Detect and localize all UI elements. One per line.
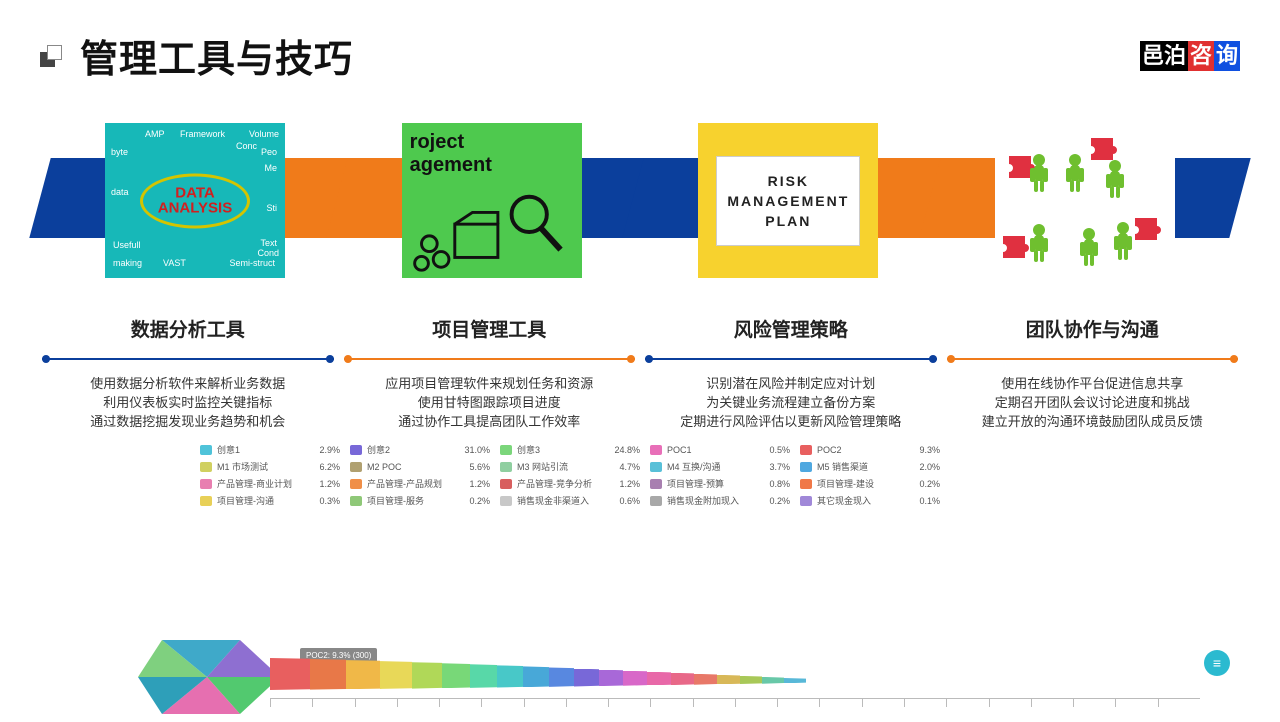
divider-icon [344,352,636,366]
legend-item: M4 互换/沟通3.7% [650,460,800,473]
funnel-seg [694,674,717,685]
funnel-seg [549,667,574,686]
column-title: 风险管理策略 [645,315,937,342]
funnel-seg [412,662,442,688]
funnel-seg [717,675,740,685]
card-1: rojectagement [367,123,617,283]
funnel-seg [346,660,380,689]
column-body: 应用项目管理软件来规划任务和资源使用甘特图跟踪项目进度通过协作工具提高团队工作效… [344,374,636,431]
funnel-seg [671,673,694,685]
legend-item: 项目管理-预算0.8% [650,477,800,490]
logo-part-1: 邑泊 [1140,41,1188,71]
funnel-seg [784,678,806,683]
funnel-seg [623,671,647,686]
funnel-seg [470,664,497,688]
legend-item: 创意324.8% [500,443,650,456]
legend-item: 项目管理-建设0.2% [800,477,950,490]
legend-item: 创意12.9% [200,443,350,456]
card-3 [960,123,1210,283]
column-0: 数据分析工具使用数据分析软件来解析业务数据利用仪表板实时监控关键指标通过数据挖掘… [42,315,334,431]
legend-item: M5 销售渠道2.0% [800,460,950,473]
header: 管理工具与技巧 邑泊 咨 询 [0,0,1280,83]
divider-icon [42,352,334,366]
title-bullet-icon [40,45,62,67]
column-body: 识别潜在风险并制定应对计划为关键业务流程建立备份方案定期进行风险评估以更新风险管… [645,374,937,431]
card-thumb-2: RISKMANAGEMENTPLAN [698,123,878,278]
legend-item: 产品管理-商业计划1.2% [200,477,350,490]
funnel-seg [270,658,310,690]
column-title: 项目管理工具 [344,315,636,342]
legend-item: M2 POC5.6% [350,460,500,473]
legend-item: 销售现金非渠道入0.6% [500,494,650,507]
legend-item: POC29.3% [800,443,950,456]
legend-item: 项目管理-沟通0.3% [200,494,350,507]
funnel-seg [740,676,762,684]
legend-item: M3 网站引流4.7% [500,460,650,473]
legend-item: 创意231.0% [350,443,500,456]
card-0: DATAANALYSISAMPFrameworkVolumebytedataVA… [70,123,320,283]
funnel-axis [270,698,1200,706]
funnel-seg [599,670,623,687]
divider-icon [947,352,1239,366]
page-title: 管理工具与技巧 [80,28,353,83]
legend-item: 其它现金现入0.1% [800,494,950,507]
card-thumb-0: DATAANALYSISAMPFrameworkVolumebytedataVA… [105,123,285,278]
column-3: 团队协作与沟通使用在线协作平台促进信息共享定期召开团队会议讨论进度和挑战建立开放… [947,315,1239,431]
funnel-seg [310,659,346,690]
menu-fab-icon[interactable]: ≡ [1204,650,1230,676]
column-2: 风险管理策略识别潜在风险并制定应对计划为关键业务流程建立备份方案定期进行风险评估… [645,315,937,431]
hexagon-shape-icon [132,632,282,722]
funnel-chart: POC2: 9.3% (300) ≡ [120,634,1220,714]
logo-part-2: 咨 [1188,41,1214,71]
legend-item: 项目管理-服务0.2% [350,494,500,507]
column-title: 团队协作与沟通 [947,315,1239,342]
funnel-segments [270,658,1200,690]
chart-legend: 创意12.9%创意231.0%创意324.8%POC10.5%POC29.3%M… [0,431,960,511]
legend-item: 产品管理-竞争分析1.2% [500,477,650,490]
card-thumb-3 [995,123,1175,278]
brand-logo: 邑泊 咨 询 [1140,41,1240,71]
card-2: RISKMANAGEMENTPLAN [663,123,913,283]
funnel-seg [497,665,523,687]
funnel-seg [574,669,599,687]
funnel-seg [523,666,549,687]
logo-part-3: 询 [1214,41,1240,71]
legend-item: 销售现金附加现入0.2% [650,494,800,507]
legend-item: 产品管理-产品规划1.2% [350,477,500,490]
divider-icon [645,352,937,366]
funnel-seg [647,672,671,686]
funnel-seg [380,661,412,689]
legend-item: POC10.5% [650,443,800,456]
columns-row: 数据分析工具使用数据分析软件来解析业务数据利用仪表板实时监控关键指标通过数据挖掘… [0,283,1280,431]
cards-row: DATAANALYSISAMPFrameworkVolumebytedataVA… [0,83,1280,283]
funnel-seg [762,677,784,684]
column-1: 项目管理工具应用项目管理软件来规划任务和资源使用甘特图跟踪项目进度通过协作工具提… [344,315,636,431]
funnel-seg [442,663,470,688]
column-body: 使用数据分析软件来解析业务数据利用仪表板实时监控关键指标通过数据挖掘发现业务趋势… [42,374,334,431]
column-body: 使用在线协作平台促进信息共享定期召开团队会议讨论进度和挑战建立开放的沟通环境鼓励… [947,374,1239,431]
legend-item: M1 市场测试6.2% [200,460,350,473]
card-thumb-1: rojectagement [402,123,582,278]
column-title: 数据分析工具 [42,315,334,342]
